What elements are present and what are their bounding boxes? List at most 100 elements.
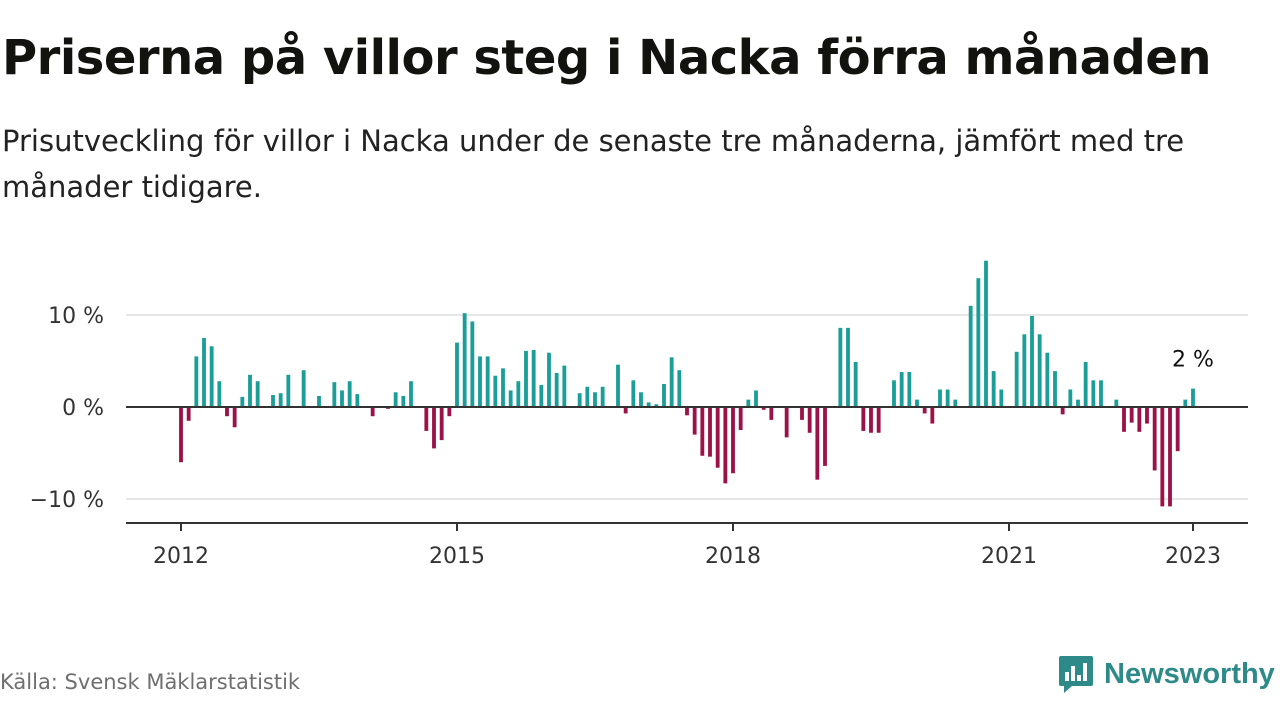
bar (1175, 407, 1180, 452)
bar (493, 375, 498, 407)
bar (577, 393, 582, 407)
bar (1037, 334, 1042, 407)
bar (1160, 407, 1165, 507)
axes (126, 406, 1248, 524)
bar (915, 399, 919, 407)
bar (731, 407, 735, 474)
bar (1060, 407, 1065, 415)
bar (271, 395, 275, 407)
bar (447, 407, 452, 417)
bar (1152, 407, 1157, 471)
bar (938, 389, 942, 407)
x-tick-label: 2012 (153, 544, 209, 569)
bar (562, 365, 567, 407)
y-tick-label: −10 % (30, 488, 104, 513)
bar (922, 407, 927, 414)
bar (754, 390, 758, 407)
bar (991, 371, 996, 407)
bar (317, 395, 321, 407)
x-tick-label: 2021 (981, 544, 1037, 569)
bar (332, 382, 337, 407)
bars (179, 260, 1195, 507)
bar (1053, 371, 1057, 407)
bar (685, 407, 689, 416)
x-tick-label: 2015 (429, 544, 485, 569)
bar (807, 407, 812, 433)
bar (202, 338, 206, 407)
bar (746, 399, 751, 407)
bar (662, 384, 666, 407)
bar (761, 407, 766, 410)
newsworthy-logo-icon (1059, 656, 1093, 693)
bar (984, 260, 988, 407)
bar (593, 392, 597, 407)
y-tick-label: 0 % (62, 396, 104, 421)
bar-chart: 10 % 0 % −10 % 2012 2015 2018 2021 2023 2 % (30, 260, 1248, 569)
bar (1114, 399, 1119, 407)
bar (823, 407, 827, 466)
bar (623, 407, 628, 414)
bar (700, 407, 705, 456)
bar (439, 407, 444, 441)
bar (692, 407, 697, 435)
bar (232, 407, 237, 428)
bar (186, 407, 191, 421)
bar (930, 407, 935, 424)
bar (508, 390, 513, 407)
bar (715, 407, 720, 468)
last-value-label: 2 % (1172, 348, 1214, 373)
bar (516, 381, 521, 407)
bar (1183, 399, 1188, 407)
bar (1068, 389, 1073, 407)
bar (1137, 407, 1142, 432)
bar (976, 278, 981, 407)
bar (286, 374, 291, 407)
bar (769, 407, 774, 420)
bar (547, 352, 551, 407)
x-tick-label: 2023 (1165, 544, 1221, 569)
bar (1083, 361, 1088, 407)
bar (179, 407, 183, 463)
bar (531, 349, 536, 407)
bar (424, 407, 429, 431)
newsworthy-logo: Newsworthy (1058, 652, 1275, 696)
bar (853, 361, 858, 407)
x-axis-ticks: 2012 2015 2018 2021 2023 (153, 523, 1221, 569)
gridlines (126, 314, 1248, 500)
bar (585, 386, 590, 407)
bar (455, 342, 459, 407)
bar (631, 380, 636, 407)
bar (1014, 351, 1019, 407)
source-note: Källa: Svensk Mäklarstatistik (0, 670, 301, 694)
bar (194, 356, 199, 407)
bar (225, 407, 229, 417)
y-tick-label: 10 % (48, 304, 104, 329)
bar (1145, 407, 1149, 424)
bar (646, 402, 651, 407)
bar (524, 350, 528, 407)
bar (355, 394, 360, 407)
bar (255, 381, 260, 407)
bar (876, 407, 881, 433)
bar (892, 380, 896, 407)
bar (393, 392, 398, 407)
bar (784, 407, 789, 438)
bar (1168, 407, 1172, 507)
bar (654, 404, 659, 407)
bar (861, 407, 866, 431)
bar (554, 372, 559, 407)
bar (815, 407, 820, 480)
bar (1091, 380, 1096, 407)
bar (485, 356, 490, 407)
bar (217, 381, 222, 407)
x-tick-label: 2018 (705, 544, 761, 569)
bar (838, 327, 843, 407)
bar (1045, 352, 1050, 407)
bar (470, 321, 475, 407)
bar (677, 370, 682, 407)
bar (1122, 407, 1126, 432)
bar (738, 407, 743, 430)
bar (409, 381, 413, 407)
bar (248, 374, 252, 407)
bar (999, 389, 1004, 407)
